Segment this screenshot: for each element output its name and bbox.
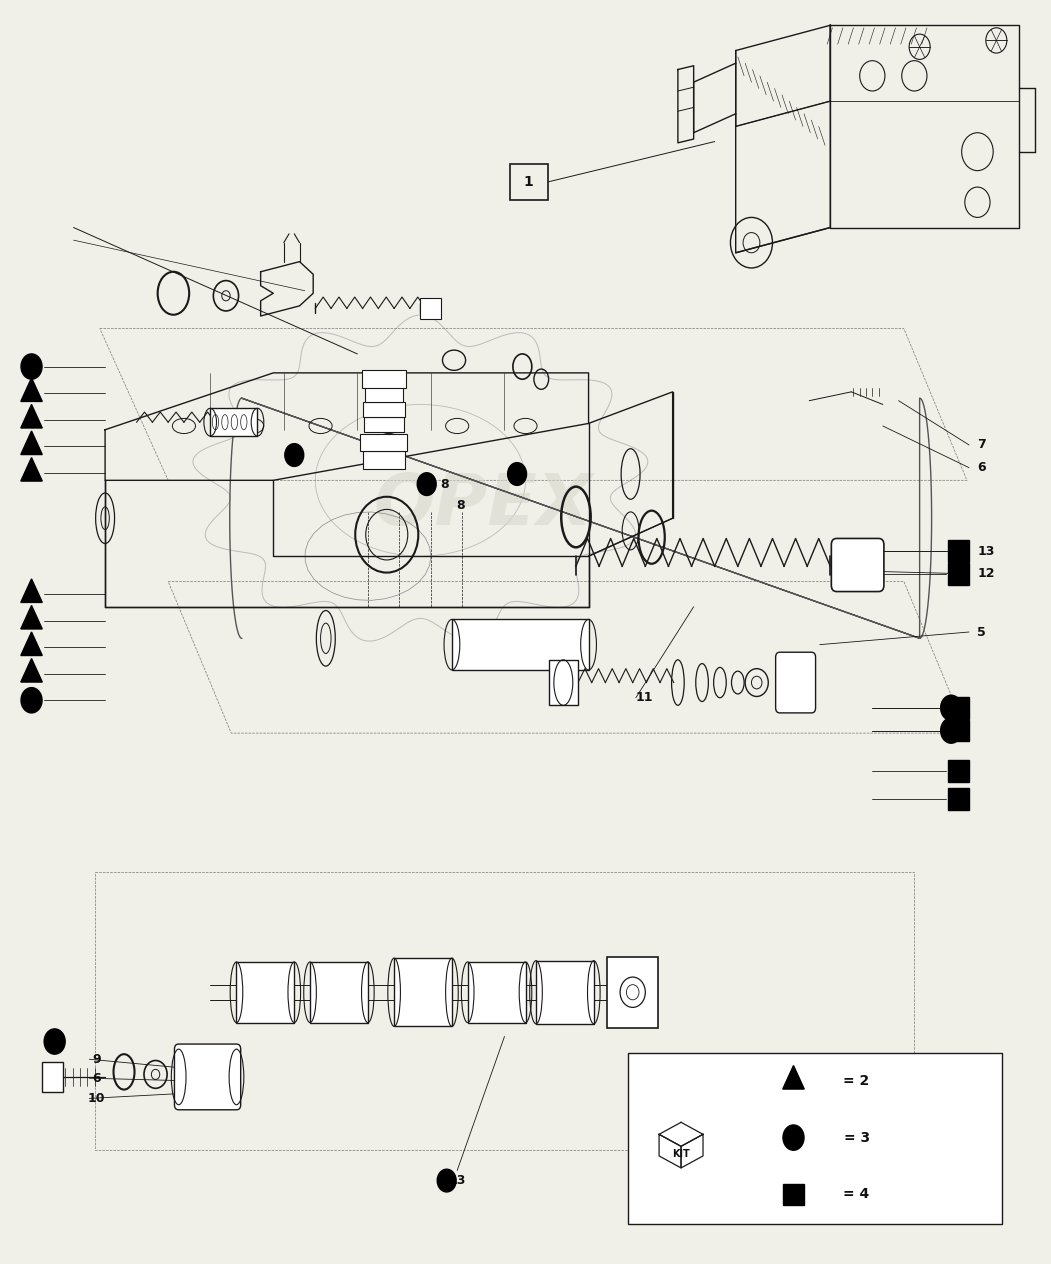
FancyBboxPatch shape xyxy=(310,962,368,1023)
FancyBboxPatch shape xyxy=(510,164,548,200)
FancyBboxPatch shape xyxy=(42,1062,63,1092)
FancyBboxPatch shape xyxy=(607,957,658,1028)
Bar xyxy=(948,789,969,810)
Text: 11: 11 xyxy=(636,691,654,704)
FancyBboxPatch shape xyxy=(363,402,405,417)
Circle shape xyxy=(783,1125,804,1150)
Text: = 4: = 4 xyxy=(844,1187,869,1202)
Text: 12: 12 xyxy=(977,568,995,580)
Polygon shape xyxy=(21,579,42,603)
Text: 8: 8 xyxy=(440,478,449,490)
FancyBboxPatch shape xyxy=(394,958,452,1026)
FancyBboxPatch shape xyxy=(174,1044,241,1110)
Bar xyxy=(948,698,969,718)
FancyBboxPatch shape xyxy=(420,298,441,319)
Text: = 3: = 3 xyxy=(844,1130,869,1145)
Circle shape xyxy=(417,473,436,495)
FancyBboxPatch shape xyxy=(236,962,294,1023)
Text: 7: 7 xyxy=(977,439,986,451)
Text: 6: 6 xyxy=(977,461,986,474)
FancyBboxPatch shape xyxy=(365,387,403,402)
Bar xyxy=(948,760,969,781)
FancyBboxPatch shape xyxy=(628,1053,1002,1224)
FancyBboxPatch shape xyxy=(452,619,589,670)
Text: 6: 6 xyxy=(92,1072,101,1085)
Circle shape xyxy=(21,688,42,713)
Text: 5: 5 xyxy=(977,626,986,638)
FancyBboxPatch shape xyxy=(549,660,578,705)
Text: = 2: = 2 xyxy=(844,1073,869,1088)
Circle shape xyxy=(941,695,962,720)
FancyBboxPatch shape xyxy=(362,370,406,388)
Circle shape xyxy=(285,444,304,466)
Polygon shape xyxy=(21,632,42,656)
Circle shape xyxy=(437,1169,456,1192)
Polygon shape xyxy=(21,659,42,683)
Polygon shape xyxy=(783,1066,804,1090)
Circle shape xyxy=(21,354,42,379)
Circle shape xyxy=(44,1029,65,1054)
Polygon shape xyxy=(21,378,42,402)
Polygon shape xyxy=(21,605,42,629)
Circle shape xyxy=(508,463,527,485)
Text: 13: 13 xyxy=(449,1174,466,1187)
FancyBboxPatch shape xyxy=(364,417,404,432)
Polygon shape xyxy=(21,431,42,455)
Text: 9: 9 xyxy=(92,1053,101,1066)
Polygon shape xyxy=(21,458,42,482)
Text: 10: 10 xyxy=(88,1092,105,1105)
Text: 8: 8 xyxy=(456,499,465,512)
Text: KIT: KIT xyxy=(673,1149,689,1159)
Text: 13: 13 xyxy=(977,545,995,557)
Bar xyxy=(948,719,969,741)
Bar xyxy=(948,562,969,584)
Text: 1: 1 xyxy=(523,174,534,190)
Bar xyxy=(948,540,969,561)
FancyBboxPatch shape xyxy=(363,451,405,469)
FancyBboxPatch shape xyxy=(776,652,816,713)
Bar xyxy=(783,1183,804,1206)
Text: OPEX: OPEX xyxy=(374,471,593,540)
FancyBboxPatch shape xyxy=(360,434,407,451)
Polygon shape xyxy=(21,404,42,428)
FancyBboxPatch shape xyxy=(210,408,257,436)
FancyBboxPatch shape xyxy=(831,538,884,592)
FancyBboxPatch shape xyxy=(536,961,594,1024)
Circle shape xyxy=(941,718,962,743)
FancyBboxPatch shape xyxy=(468,962,526,1023)
